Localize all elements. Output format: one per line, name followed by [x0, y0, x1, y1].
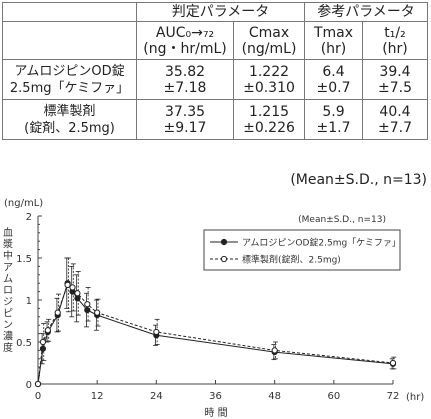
data-point: [69, 284, 76, 291]
y-axis-label-char: ロ: [3, 286, 13, 297]
chart-note: (Mean±S.D., n=13): [298, 215, 386, 225]
series-line: [37, 281, 394, 385]
series-line: [37, 284, 394, 385]
col-header-t-half: t₁/₂ (hr): [362, 21, 428, 60]
data-point: [271, 347, 278, 354]
y-axis-label-char: ジ: [3, 297, 13, 308]
data-point: [44, 327, 51, 334]
data-point: [39, 338, 47, 346]
x-tick-label: 72: [387, 391, 400, 402]
cell-tmax-test: 6.4 ±0.7: [304, 59, 363, 100]
x-axis-unit: (hr): [406, 392, 424, 403]
table-footnote: (Mean±S.D., n=13): [290, 172, 427, 188]
x-tick-label: 0: [35, 391, 41, 402]
y-tick-label: 1: [26, 296, 32, 307]
series-reference: [34, 257, 397, 388]
y-axis-label-char: 漿: [3, 238, 13, 251]
x-tick-label: 60: [327, 391, 340, 402]
y-tick-label: 0.5: [16, 338, 32, 349]
table-row: アムロジピンOD錠 2.5mg「ケミファ」 35.82 ±7.18 1.222 ±0.…: [2, 59, 428, 100]
cell-cmax-test: 1.222 ±0.310: [233, 59, 305, 100]
legend-marker: [220, 255, 228, 263]
y-axis-label-char: 濃: [3, 330, 13, 343]
data-point: [74, 290, 81, 297]
data-point: [64, 281, 71, 288]
x-tick-label: 48: [268, 391, 281, 402]
y-axis-label-char: ン: [3, 320, 13, 331]
data-point: [84, 306, 91, 314]
row-label-reference: 標準製剤 (錠剤、2.5mg): [2, 99, 137, 140]
cell-tmax-reference: 5.9 ±1.7: [304, 99, 363, 140]
x-tick-label: 36: [209, 391, 222, 402]
x-tick-label: 24: [150, 391, 163, 402]
data-point: [74, 295, 81, 302]
data-point: [94, 309, 101, 316]
y-axis-label-char: ピ: [3, 308, 13, 320]
group-header-primary: 判定パラメータ: [136, 2, 305, 22]
y-axis-label-char: 血: [3, 226, 13, 239]
data-point: [39, 345, 47, 352]
data-point: [54, 309, 61, 316]
cell-auc-test: 35.82 ±7.18: [136, 59, 234, 100]
row-label-test: アムロジピンOD錠 2.5mg「ケミファ」: [2, 59, 137, 100]
y-axis-label-char: ア: [3, 263, 13, 274]
data-point: [153, 328, 160, 336]
cell-cmax-reference: 1.215 ±0.226: [233, 99, 305, 140]
y-tick-label: 1.5: [16, 254, 32, 265]
legend-label: 標準製剤(錠剤、2.5mg): [242, 254, 341, 266]
cell-t-half-test: 39.4 ±7.5: [362, 59, 428, 100]
col-header-tmax: Tmax (hr): [304, 21, 363, 60]
y-axis-label-char: 中: [3, 249, 13, 262]
y-axis-unit: (ng/mL): [4, 198, 43, 209]
legend-marker: [220, 238, 228, 246]
legend-box: [203, 229, 401, 271]
cell-auc-reference: 37.35 ±9.17: [136, 99, 234, 140]
data-point: [34, 380, 42, 388]
y-axis-label-char: ム: [3, 273, 13, 285]
legend-label: アムロジピンOD錠2.5mg「ケミファ」: [242, 237, 401, 249]
table-row: 標準製剤 (錠剤、2.5mg) 37.35 ±9.17 1.215 ±0.226 5.…: [2, 99, 428, 140]
data-point: [389, 359, 397, 367]
x-tick-label: 12: [91, 391, 104, 402]
y-tick-label: 0: [26, 380, 32, 391]
series-test: [34, 257, 397, 388]
x-axis-label: 時 間: [204, 407, 227, 419]
y-tick-label: 2: [26, 212, 32, 223]
chart-legend: アムロジピンOD錠2.5mg「ケミファ」標準製剤(錠剤、2.5mg): [203, 229, 401, 271]
pk-parameter-table: 判定パラメータ 参考パラメータ AUC₀→₇₂ (ng・hr/mL) Cmax (n…: [2, 2, 428, 140]
y-axis-label-char: 度: [3, 341, 13, 354]
col-header-cmax: Cmax (ng/mL): [233, 21, 305, 60]
cell-t-half-reference: 40.4 ±7.7: [362, 99, 428, 140]
data-point: [84, 301, 91, 308]
